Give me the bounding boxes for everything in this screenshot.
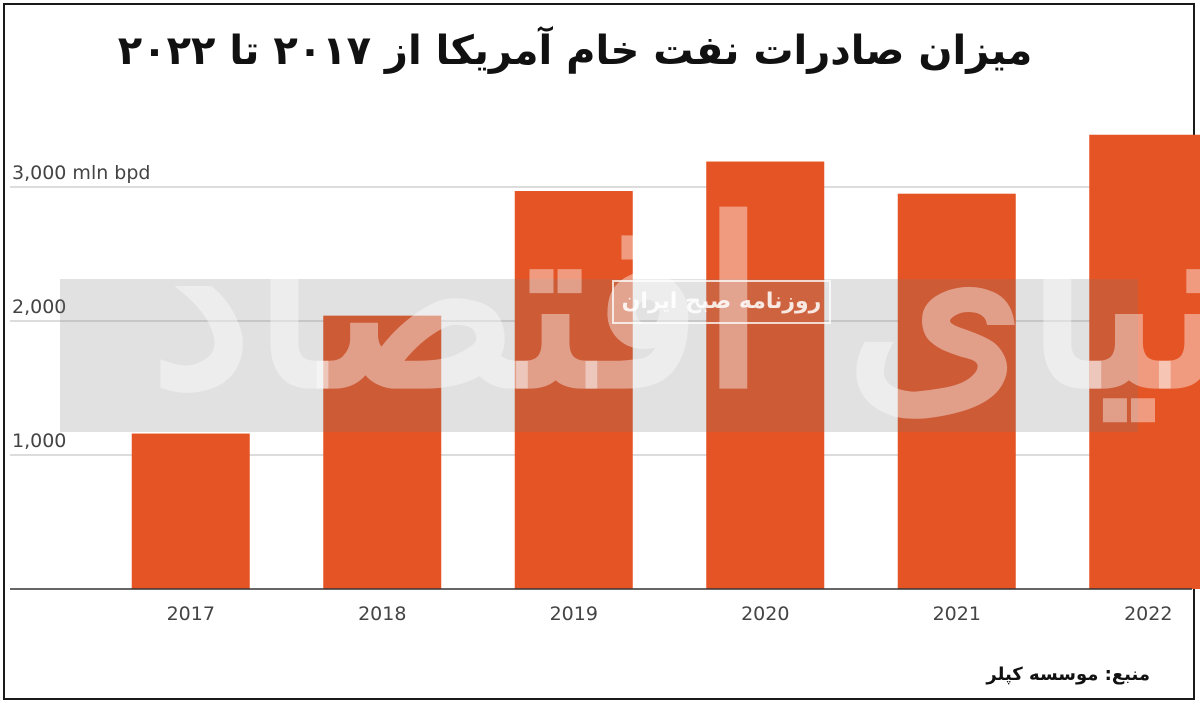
y-tick-label: 3,000 mln bpd — [12, 162, 150, 184]
bar-2017 — [131, 433, 250, 589]
bar-2022 — [1089, 134, 1200, 590]
x-tick-label: 2019 — [550, 603, 598, 625]
bar-2019 — [514, 191, 633, 589]
x-tick-label: 2021 — [933, 603, 981, 625]
y-tick-labels: 1,000 2,000 3,000 mln bpd — [12, 162, 150, 452]
x-tick-label: 2018 — [358, 603, 406, 625]
x-tick-label: 2022 — [1124, 603, 1172, 625]
x-tick-label: 2017 — [167, 603, 215, 625]
watermark-logo: دنیای اقتصاد — [150, 170, 1200, 440]
bar-2018 — [323, 315, 442, 589]
watermark-badge: روزنامه صبح ایران — [612, 280, 831, 324]
x-tick-label: 2020 — [741, 603, 789, 625]
bar-2020 — [706, 161, 825, 590]
chart-title: میزان صادرات نفت خام آمریکا از ۲۰۱۷ تا ۲… — [117, 28, 1033, 74]
y-tick-label: 1,000 — [12, 430, 66, 452]
y-tick-label: 2,000 — [12, 296, 66, 318]
bars — [131, 134, 1200, 590]
source-note: منبع: موسسه کپلر — [986, 664, 1150, 685]
x-tick-labels: 2017 2018 2019 2020 2021 2022 — [167, 603, 1173, 625]
bar-2021 — [897, 193, 1016, 589]
watermark-band — [60, 279, 1138, 432]
